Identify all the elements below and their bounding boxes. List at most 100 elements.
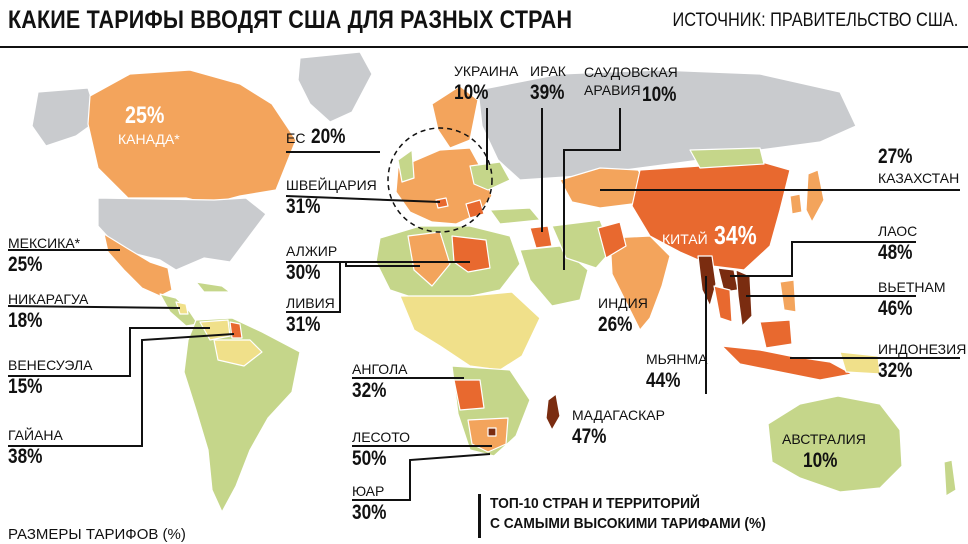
label-madagascar: МАДАГАСКАР 47% [572, 408, 665, 447]
libya-tariff: 31% [286, 313, 321, 336]
top10-line2: С САМЫМИ ВЫСОКИМИ ТАРИФАМИ (%) [490, 515, 766, 533]
vietnam-tariff: 46% [878, 297, 913, 320]
label-laos: ЛАОС 48% [878, 224, 920, 263]
label-vietnam: ВЬЕТНАМ 46% [878, 280, 946, 319]
label-iraq: ИРАК 39% [530, 64, 572, 103]
title-rule [0, 46, 968, 48]
top10-caption: ТОП-10 СТРАН И ТЕРРИТОРИЙ С САМЫМИ ВЫСОК… [490, 494, 766, 535]
indonesia-name: ИНДОНЕЗИЯ [878, 341, 967, 357]
laos-name: ЛАОС [878, 223, 918, 239]
label-myanmar: МЬЯНМА 44% [646, 352, 707, 391]
label-saudi: САУДОВСКАЯ АРАВИЯ 10% [584, 64, 680, 105]
land-indonesia [721, 345, 853, 381]
label-angola: АНГОЛА 32% [352, 362, 408, 401]
land-greenland [297, 51, 373, 123]
land-algeria [407, 231, 451, 287]
switzerland-name: ШВЕЙЦАРИЯ [286, 177, 377, 193]
algeria-name: АЛЖИР [286, 243, 338, 259]
india-name: ИНДИЯ [598, 295, 648, 311]
land-caribbean [195, 281, 231, 293]
land-thailand [713, 285, 733, 323]
land-madagascar [545, 393, 561, 431]
land-vietnam [735, 269, 753, 327]
leader-nicaragua [7, 305, 181, 309]
land-south-america [183, 317, 301, 513]
top10-bar [478, 494, 481, 538]
land-alaska [31, 87, 99, 147]
iraq-tariff: 39% [530, 81, 565, 104]
label-india: ИНДИЯ 26% [598, 296, 648, 335]
leader-algeria [286, 261, 420, 267]
canada-name: КАНАДА* [118, 131, 180, 147]
land-angola [453, 379, 485, 411]
label-sa: ЮАР 30% [352, 484, 394, 523]
leader-sa [352, 453, 491, 501]
nicaragua-name: НИКАРАГУА [8, 291, 89, 307]
land-india [609, 235, 671, 331]
label-libya: ЛИВИЯ 31% [286, 296, 335, 335]
angola-tariff: 32% [352, 379, 387, 402]
land-mongolia [689, 147, 765, 169]
mexico-name: МЕКСИКА* [8, 235, 81, 251]
land-canada [87, 69, 297, 205]
leader-laos [730, 241, 916, 277]
guyana-name: ГАЙАНА [8, 427, 63, 443]
world-map [7, 51, 960, 513]
laos-tariff: 48% [878, 241, 913, 264]
label-ukraine: УКРАИНА 10% [454, 64, 518, 103]
label-nicaragua: НИКАРАГУА 18% [8, 292, 88, 331]
india-tariff: 26% [598, 313, 633, 336]
land-brazil-north [213, 339, 263, 367]
eu-highlight-circle [387, 127, 493, 233]
eu-tariff: 20% [311, 125, 346, 148]
land-africa-central [399, 291, 541, 371]
switzerland-tariff: 31% [286, 195, 321, 218]
land-pakistan [597, 221, 627, 259]
label-venezuela: ВЕНЕСУЭЛА 15% [8, 358, 92, 397]
land-korea [789, 193, 803, 215]
mexico-tariff: 25% [8, 253, 43, 276]
saudi-tariff: 10% [642, 83, 677, 106]
australia-tariff: 10% [802, 449, 838, 472]
madagascar-name: МАДАГАСКАР [572, 407, 665, 423]
china-tariff: 34% [713, 220, 757, 250]
label-guyana: ГАЙАНА 38% [8, 428, 63, 467]
legend-title: РАЗМЕРЫ ТАРИФОВ (%) [8, 526, 186, 543]
china-name: КИТАЙ [662, 231, 708, 247]
label-china: КИТАЙ 34% [662, 222, 766, 248]
land-new-zealand [943, 459, 957, 497]
land-guyana [229, 321, 243, 339]
top10-line1: ТОП-10 СТРАН И ТЕРРИТОРИЙ [490, 495, 700, 512]
iraq-name: ИРАК [530, 63, 566, 79]
label-eu: ЕС 20% [286, 126, 353, 147]
vietnam-name: ВЬЕТНАМ [878, 279, 946, 295]
map-title: КАКИЕ ТАРИФЫ ВВОДЯТ США ДЛЯ РАЗНЫХ СТРАН [8, 6, 573, 34]
land-australia [767, 395, 903, 493]
landmasses [31, 51, 957, 513]
angola-name: АНГОЛА [352, 361, 408, 377]
venezuela-tariff: 15% [8, 375, 43, 398]
sa-tariff: 30% [352, 501, 387, 524]
land-new-guinea [839, 351, 881, 375]
land-ukraine [469, 161, 511, 191]
land-japan [805, 169, 825, 223]
nicaragua-tariff: 18% [8, 309, 43, 332]
myanmar-tariff: 44% [646, 369, 681, 392]
land-uk [397, 149, 415, 183]
land-mexico [103, 233, 173, 297]
lesoto-tariff: 50% [352, 447, 387, 470]
label-mexico: МЕКСИКА* 25% [8, 236, 80, 275]
source-note: ИСТОЧНИК: ПРАВИТЕЛЬСТВО США. [672, 10, 958, 31]
land-saudi [519, 245, 589, 307]
label-switzerland: ШВЕЙЦАРИЯ 31% [286, 178, 377, 217]
australia-name: АВСТРАЛИЯ [782, 431, 866, 447]
lesoto-name: ЛЕСОТО [352, 429, 411, 445]
land-turkey [489, 207, 541, 225]
land-borneo [759, 319, 793, 349]
label-kazakhstan: 27% КАЗАХСТАН [878, 146, 959, 185]
label-indonesia: ИНДОНЕЗИЯ 32% [878, 342, 966, 381]
libya-name: ЛИВИЯ [286, 295, 335, 311]
leader-libya [286, 261, 470, 313]
label-australia: АВСТРАЛИЯ 10% [782, 432, 866, 471]
leader-switzerland [285, 195, 441, 203]
